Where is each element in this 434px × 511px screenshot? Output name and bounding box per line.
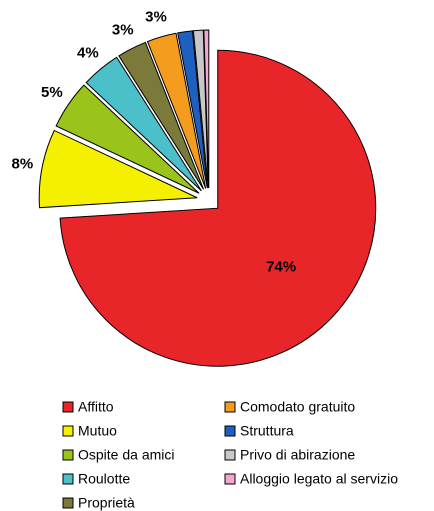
pie-slice: [203, 29, 210, 189]
pie-slice: [146, 32, 207, 189]
pie-slice: [38, 129, 198, 209]
legend-swatch: [224, 401, 236, 413]
pie-slice: [118, 41, 205, 190]
legend-swatch: [224, 425, 236, 437]
data-label: 3%: [145, 9, 167, 26]
data-label: 4%: [77, 45, 99, 62]
legend-swatch: [62, 473, 74, 485]
data-label: 74%: [266, 259, 296, 276]
pie-slice: [85, 56, 202, 192]
legend-label: Privo di abirazione: [240, 447, 355, 463]
legend-swatch: [62, 401, 74, 413]
legend-label: Alloggio legato al servizio: [240, 471, 398, 487]
legend-swatch: [224, 449, 236, 461]
pie-slice: [177, 30, 208, 189]
legend-label: Affitto: [78, 399, 114, 415]
legend-swatch: [62, 425, 74, 437]
data-label: 5%: [41, 84, 63, 101]
pie-slice: [192, 29, 209, 189]
legend-label: Roulotte: [78, 471, 130, 487]
pie-slice: [55, 84, 200, 194]
pie-slice: [59, 49, 377, 367]
legend-label: Proprietà: [78, 495, 135, 511]
legend-label: Struttura: [240, 423, 294, 439]
legend-swatch: [62, 497, 74, 509]
legend-label: Mutuo: [78, 423, 117, 439]
legend-label: Ospite da amici: [78, 447, 174, 463]
legend-swatch: [62, 449, 74, 461]
legend-label: Comodato gratuito: [240, 399, 355, 415]
data-label: 3%: [112, 22, 134, 39]
legend-swatch: [224, 473, 236, 485]
data-label: 8%: [12, 155, 34, 172]
